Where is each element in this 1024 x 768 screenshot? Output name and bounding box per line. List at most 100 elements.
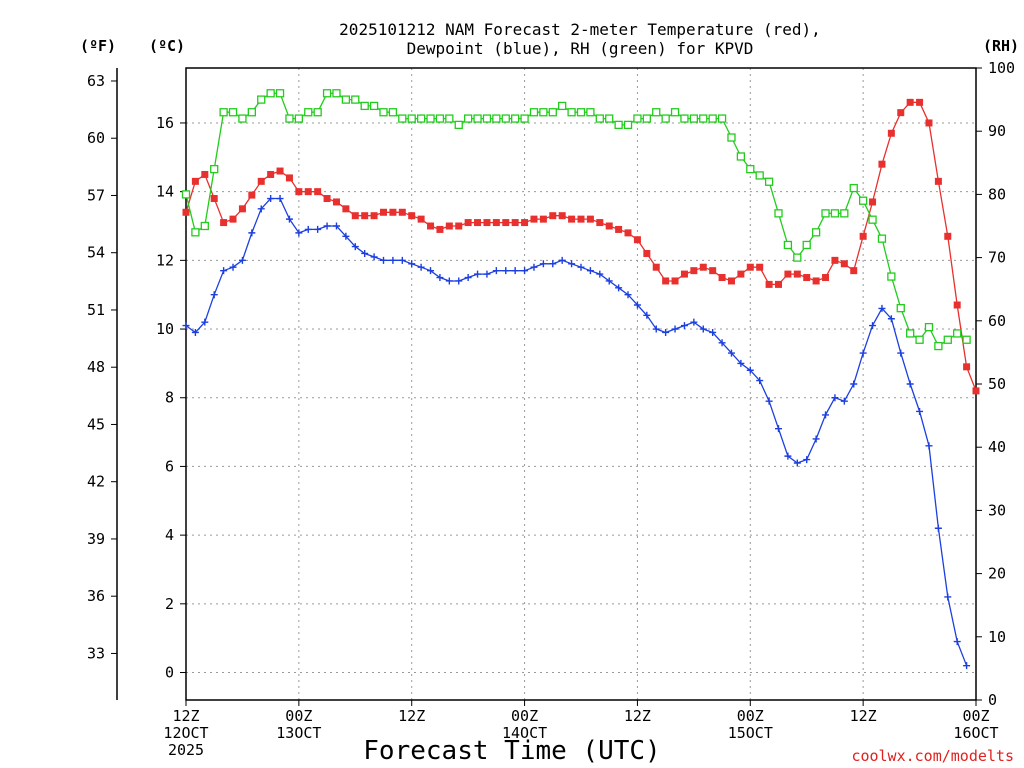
temperature-point <box>906 98 914 106</box>
rh-point <box>868 215 877 224</box>
temperature-point <box>605 222 613 230</box>
temperature-point <box>615 225 623 233</box>
dewpoint-point <box>775 425 782 433</box>
temperature-point <box>662 277 670 285</box>
celsius-unit-label: (ºC) <box>149 37 185 55</box>
rh-point <box>764 177 774 186</box>
temperature-point <box>380 208 387 216</box>
rh-point <box>520 114 529 123</box>
temperature-point <box>361 212 369 220</box>
dewpoint-point <box>793 459 801 467</box>
celsius-tick-label: 12 <box>156 251 174 269</box>
dewpoint-point <box>408 260 416 268</box>
rh-tick-label: 0 <box>988 691 997 709</box>
rh-point <box>501 114 510 123</box>
dewpoint-point <box>878 304 886 312</box>
celsius-tick-label: 10 <box>156 320 174 338</box>
dewpoint-point <box>389 256 397 264</box>
dewpoint-point <box>671 325 679 333</box>
dewpoint-point <box>285 215 293 223</box>
dewpoint-point <box>220 267 228 275</box>
rh-point <box>360 101 369 111</box>
celsius-tick-label: 16 <box>156 114 174 132</box>
rh-tick-label: 50 <box>988 375 1006 393</box>
rh-point <box>313 108 322 117</box>
temperature-point <box>963 363 971 371</box>
temperature-point <box>248 191 256 199</box>
series-rh <box>181 89 971 351</box>
temperature-point <box>398 208 406 216</box>
temperature-point <box>916 98 924 106</box>
dewpoint-point <box>699 325 707 333</box>
rh-point <box>896 304 905 313</box>
temperature-point <box>784 270 792 278</box>
dewpoint-point <box>238 256 246 264</box>
rh-point <box>238 114 247 123</box>
dewpoint-point <box>662 328 670 336</box>
temperature-point <box>492 219 500 227</box>
temperature-point <box>455 222 463 230</box>
dewpoint-point <box>210 291 218 299</box>
rh-point <box>511 114 520 123</box>
rh-point <box>463 114 473 123</box>
rh-point <box>576 108 586 117</box>
celsius-tick-label: 0 <box>165 664 174 682</box>
x-tick-label: 00Z <box>285 707 312 725</box>
rh-tick-label: 70 <box>988 249 1006 267</box>
rh-point <box>379 108 388 117</box>
temperature-point <box>295 188 303 196</box>
rh-tick-label: 90 <box>988 122 1006 140</box>
dewpoint-point <box>812 435 820 443</box>
dewpoint-point <box>332 222 340 230</box>
temperature-point <box>840 260 848 268</box>
temperature-point <box>445 222 453 230</box>
dewpoint-point <box>690 318 698 326</box>
rh-point <box>445 114 454 123</box>
rh-point <box>849 183 858 193</box>
x-tick-label: 16OCT <box>953 724 998 742</box>
temperature-point <box>238 205 246 213</box>
rh-point <box>548 108 557 117</box>
rh-point <box>774 209 783 218</box>
rh-tick-label: 40 <box>988 438 1006 456</box>
dewpoint-point <box>652 325 660 333</box>
temperature-point <box>332 198 340 206</box>
dewpoint-point <box>191 328 199 336</box>
dewpoint-point <box>586 267 594 275</box>
rh-point <box>699 114 708 123</box>
temperature-point <box>775 280 782 288</box>
rh-point <box>416 114 426 123</box>
temperature-point <box>953 301 961 309</box>
temperature-point <box>746 263 754 271</box>
temperature-point <box>267 170 275 178</box>
dewpoint-point <box>925 442 933 450</box>
dewpoint-point <box>201 318 209 326</box>
temperature-point <box>191 177 199 185</box>
rh-point <box>906 329 915 338</box>
fahrenheit-tick-label: 36 <box>87 587 105 605</box>
temperature-point <box>934 177 942 185</box>
temperature-point <box>568 215 576 223</box>
rh-point <box>247 108 256 117</box>
rh-point <box>388 108 398 117</box>
dewpoint-point <box>643 311 651 319</box>
x-axis-label: Forecast Time (UTC) <box>363 736 660 766</box>
rh-point <box>680 114 689 123</box>
temperature-point <box>793 270 801 278</box>
rh-point <box>962 335 971 344</box>
temperature-point <box>502 219 510 227</box>
temperature-point <box>210 195 218 203</box>
rh-point <box>322 89 332 98</box>
x-tick-label: 12Z <box>398 707 425 725</box>
rh-point <box>482 114 492 123</box>
dewpoint-point <box>680 322 688 330</box>
dewpoint-point <box>304 225 312 233</box>
temperature-point <box>831 256 839 264</box>
rh-point <box>736 152 746 161</box>
rh-unit-label: (RH) <box>983 37 1019 55</box>
rh-point <box>539 108 548 117</box>
dewpoint-point <box>577 263 585 271</box>
temperature-point <box>342 205 350 213</box>
dewpoint-point <box>784 452 792 460</box>
dewpoint-point <box>746 366 754 374</box>
